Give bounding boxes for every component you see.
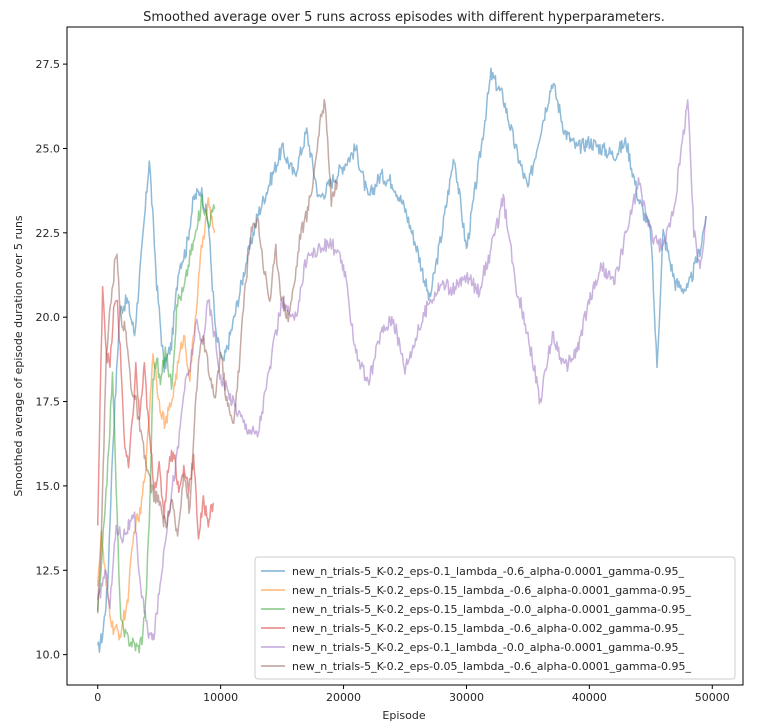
legend-label: new_n_trials-5_K-0.2_eps-0.15_lambda_-0.… (292, 584, 692, 597)
x-tick-label: 50000 (695, 691, 730, 704)
x-tick-label: 0 (94, 691, 101, 704)
legend-label: new_n_trials-5_K-0.2_eps-0.1_lambda_-0.6… (292, 565, 685, 578)
x-tick-label: 40000 (572, 691, 607, 704)
plot-frame (66, 26, 744, 686)
y-tick-label: 22.5 (36, 227, 61, 240)
legend-label: new_n_trials-5_K-0.2_eps-0.15_lambda_-0.… (292, 603, 692, 616)
y-tick-label: 17.5 (36, 396, 61, 409)
series-line (96, 67, 707, 653)
x-tick-label: 30000 (449, 691, 484, 704)
y-tick-label: 12.5 (36, 564, 61, 577)
series-line (96, 285, 215, 540)
x-axis: 0 10000 20000 30000 40000 50000 (94, 685, 730, 704)
x-tick-label: 10000 (203, 691, 238, 704)
y-tick-label: 27.5 (36, 58, 61, 71)
legend-label: new_n_trials-5_K-0.2_eps-0.05_lambda_-0.… (292, 660, 692, 673)
plot-lines (96, 67, 707, 654)
legend-box (254, 556, 736, 680)
y-tick-label: 15.0 (36, 480, 61, 493)
legend: new_n_trials-5_K-0.2_eps-0.1_lambda_-0.6… (254, 556, 736, 680)
legend-label: new_n_trials-5_K-0.2_eps-0.15_lambda_-0.… (292, 622, 685, 635)
series-line (96, 98, 339, 612)
series-line (96, 99, 707, 641)
y-tick-label: 25.0 (36, 142, 61, 155)
chart-title: Smoothed average over 5 runs across epis… (143, 10, 665, 25)
x-axis-label: Episode (382, 709, 425, 722)
x-tick-label: 20000 (326, 691, 361, 704)
y-tick-label: 20.0 (36, 311, 61, 324)
legend-label: new_n_trials-5_K-0.2_eps-0.1_lambda_-0.0… (292, 641, 685, 654)
y-axis: 10.0 12.5 15.0 17.5 20.0 22.5 25.0 27.5 (36, 58, 67, 662)
y-axis-label: Smoothed average of episode duration ove… (12, 215, 25, 497)
y-tick-label: 10.0 (36, 649, 61, 662)
